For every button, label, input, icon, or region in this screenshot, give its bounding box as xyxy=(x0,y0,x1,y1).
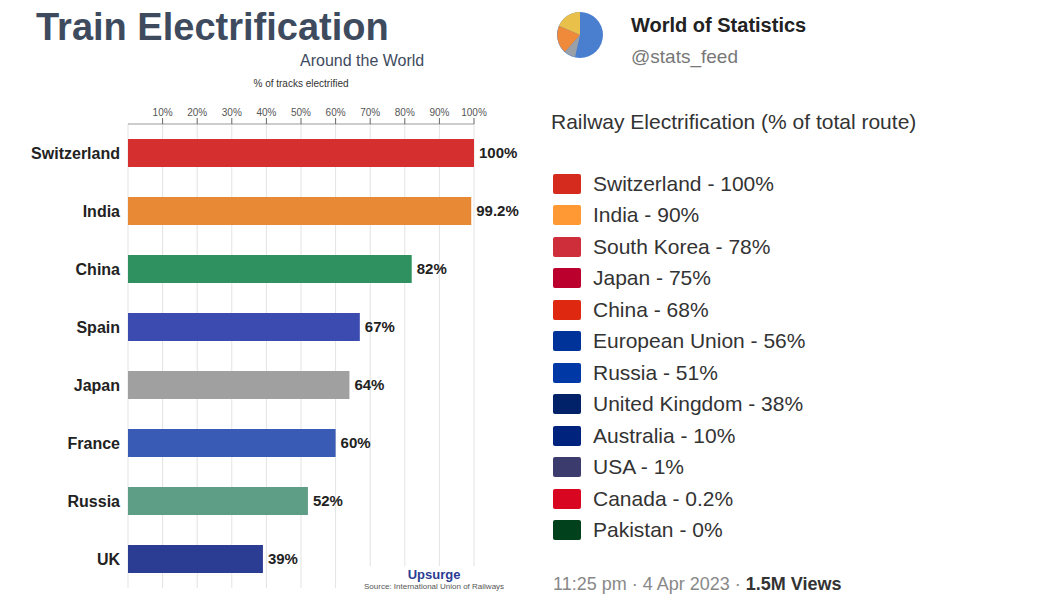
html-text:Around the World: Around the World xyxy=(300,52,425,69)
svg-text:Russia: Russia xyxy=(68,493,121,510)
svg-text:10%: 10% xyxy=(153,107,173,118)
svg-text:100%: 100% xyxy=(461,107,487,118)
html-text:USA - 1%: USA - 1% xyxy=(593,455,684,479)
html-text:Canada - 0.2%: Canada - 0.2% xyxy=(593,486,734,510)
svg-text:40%: 40% xyxy=(256,107,276,118)
svg-text:70%: 70% xyxy=(360,107,380,118)
svg-text:100%: 100% xyxy=(479,144,517,161)
svg-text:India: India xyxy=(83,203,120,220)
svg-text:China: China xyxy=(76,261,121,278)
html-text:Australia - 10%: Australia - 10% xyxy=(593,423,736,447)
svg-text:60%: 60% xyxy=(341,434,371,451)
svg-text:90%: 90% xyxy=(429,107,449,118)
svg-text:80%: 80% xyxy=(395,107,415,118)
html-text:China - 68%: China - 68% xyxy=(593,297,709,321)
html-text:World of Statistics: World of Statistics xyxy=(631,14,807,36)
html-text:@stats_feed: @stats_feed xyxy=(631,46,738,67)
svg-text:67%: 67% xyxy=(365,318,395,335)
svg-text:Switzerland: Switzerland xyxy=(31,145,120,162)
svg-text:82%: 82% xyxy=(417,260,447,277)
html-text:India - 90%: India - 90% xyxy=(593,203,700,227)
svg-text:Japan: Japan xyxy=(74,377,120,394)
svg-text:UK: UK xyxy=(97,551,121,568)
html-text:Railway Electrification (% of: Railway Electrification (% of total rout… xyxy=(551,110,917,133)
html-text:Train Electrification: Train Electrification xyxy=(36,6,389,48)
html-text:Japan - 75%: Japan - 75% xyxy=(593,266,711,290)
html-text:United Kingdom - 38%: United Kingdom - 38% xyxy=(593,392,804,416)
svg-text:30%: 30% xyxy=(222,107,242,118)
svg-text:99.2%: 99.2% xyxy=(476,202,519,219)
html-text:Source: International Union of: Source: International Union of Railways xyxy=(364,582,505,591)
html-text:South Korea - 78%: South Korea - 78% xyxy=(593,234,771,258)
svg-text:% of tracks electrified: % of tracks electrified xyxy=(253,78,348,89)
html-text:European Union - 56%: European Union - 56% xyxy=(593,329,806,353)
svg-text:Spain: Spain xyxy=(76,319,120,336)
svg-text:50%: 50% xyxy=(291,107,311,118)
html-text:Pakistan - 0%: Pakistan - 0% xyxy=(593,518,723,542)
svg-text:France: France xyxy=(68,435,121,452)
html-text:Upsurge: Upsurge xyxy=(407,567,461,582)
svg-text:52%: 52% xyxy=(313,492,343,509)
html-text:11:25 pm · 4 Apr 2023 · 1.5M V: 11:25 pm · 4 Apr 2023 · 1.5M Views xyxy=(553,574,842,594)
html-text:Russia - 51%: Russia - 51% xyxy=(593,360,718,384)
svg-text:60%: 60% xyxy=(326,107,346,118)
svg-text:64%: 64% xyxy=(354,376,384,393)
svg-text:20%: 20% xyxy=(187,107,207,118)
html-text:Switzerland - 100%: Switzerland - 100% xyxy=(593,171,774,195)
svg-text:39%: 39% xyxy=(268,550,298,567)
